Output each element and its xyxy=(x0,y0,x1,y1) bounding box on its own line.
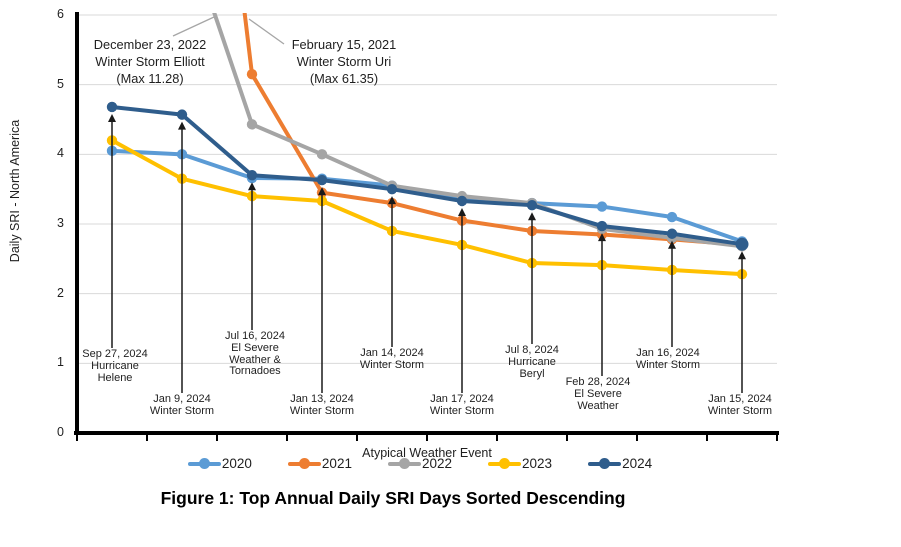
event-annotation: Jan 14, 2024 Winter Storm xyxy=(359,347,425,371)
event-annotation: Jul 8, 2024 Hurricane Beryl xyxy=(505,344,559,380)
annotation-arrow-head xyxy=(388,196,396,205)
event-annotation: Feb 28, 2024 El Severe Weather xyxy=(565,376,631,412)
event-annotation: Jan 17, 2024 Winter Storm xyxy=(429,393,495,417)
legend-line-marker-icon xyxy=(187,457,221,471)
data-point-2024-rank1 xyxy=(106,101,118,113)
legend-item-2020: 2020 xyxy=(187,456,252,471)
event-annotation: Jan 15, 2024 Winter Storm xyxy=(707,393,773,417)
event-annotation: February 15, 2021 Winter Storm Uri (Max … xyxy=(291,37,397,86)
annotation-arrow-head xyxy=(318,187,326,196)
event-annotation: Jan 16, 2024 Winter Storm xyxy=(635,347,701,371)
legend-item-2022: 2022 xyxy=(387,456,453,471)
legend-item-2024: 2024 xyxy=(588,456,652,471)
legend-label: 2024 xyxy=(622,456,653,471)
data-point-2021-rank3 xyxy=(246,69,258,80)
legend-label: 2022 xyxy=(421,456,453,471)
data-point-2024-rank9 xyxy=(666,228,678,239)
y-tick-label: 1 xyxy=(57,355,64,370)
annotation-arrow-head xyxy=(668,240,676,249)
data-point-2024-rank5 xyxy=(386,183,398,195)
data-point-2022-rank3 xyxy=(246,119,258,130)
data-point-2024-rank2 xyxy=(176,109,188,120)
annotation-arrow-head xyxy=(108,113,116,122)
legend-dot xyxy=(198,458,210,469)
legend-line-marker-icon xyxy=(488,457,522,471)
chart-legend: 2020 2021 2022 2023 2024 xyxy=(60,456,780,471)
annotation-arrow-head xyxy=(598,233,606,242)
event-annotation: December 23, 2022 Winter Storm Elliott (… xyxy=(93,37,207,86)
data-point-2020-rank8 xyxy=(596,201,608,212)
y-axis-title: Daily SRI - North America xyxy=(8,119,22,263)
legend-label: 2021 xyxy=(321,456,352,471)
legend-item-2021: 2021 xyxy=(287,456,352,471)
legend-dot xyxy=(398,458,410,469)
annotation-leader-line xyxy=(172,16,215,37)
y-tick-label: 4 xyxy=(57,146,64,161)
data-point-2024-rank7 xyxy=(526,199,538,211)
legend-line-marker-icon xyxy=(588,457,622,471)
y-tick-label: 2 xyxy=(57,285,64,300)
legend-dot xyxy=(499,458,511,469)
event-annotation: Jul 16, 2024 El Severe Weather & Tornado… xyxy=(225,330,285,378)
y-tick-label: 3 xyxy=(57,216,64,230)
legend-label: 2023 xyxy=(522,456,553,471)
data-point-2024-rank3 xyxy=(246,170,258,181)
legend-label: 2020 xyxy=(221,456,252,471)
legend-dot xyxy=(599,458,611,469)
annotation-arrow-head xyxy=(248,182,256,191)
legend-line-marker-icon xyxy=(387,457,421,471)
y-tick-label: 0 xyxy=(57,425,64,439)
data-point-2024-rank6 xyxy=(456,195,468,207)
event-annotation: Sep 27, 2024 Hurricane Helene xyxy=(82,348,148,384)
series-line-2024 xyxy=(111,104,743,247)
figure-caption: Figure 1: Top Annual Daily SRI Days Sort… xyxy=(160,488,626,508)
legend-line-marker-icon xyxy=(287,457,321,471)
annotation-arrow-head xyxy=(178,121,186,130)
legend-dot xyxy=(298,458,310,469)
annotation-arrow-head xyxy=(528,212,536,221)
y-tick-label: 6 xyxy=(57,7,64,21)
x-axis-title: Atypical Weather Event xyxy=(362,446,492,460)
legend-item-2023: 2023 xyxy=(488,456,552,471)
annotation-arrow-head xyxy=(738,251,746,260)
data-point-2024-rank4 xyxy=(316,174,328,186)
annotation-leader-line xyxy=(248,18,285,45)
annotation-arrow-head xyxy=(458,208,466,217)
event-annotation: Jan 9, 2024 Winter Storm xyxy=(149,393,215,417)
series-line-2022 xyxy=(212,13,743,249)
series-line-2023 xyxy=(111,138,743,277)
data-point-2022-rank4 xyxy=(316,149,328,160)
data-point-2024-rank10 xyxy=(735,237,749,251)
data-point-2020-rank9 xyxy=(666,211,678,223)
y-tick-label: 5 xyxy=(57,76,64,91)
event-annotation: Jan 13, 2024 Winter Storm xyxy=(289,393,355,417)
data-point-2024-rank8 xyxy=(596,220,608,232)
series-line-2021 xyxy=(242,13,743,247)
